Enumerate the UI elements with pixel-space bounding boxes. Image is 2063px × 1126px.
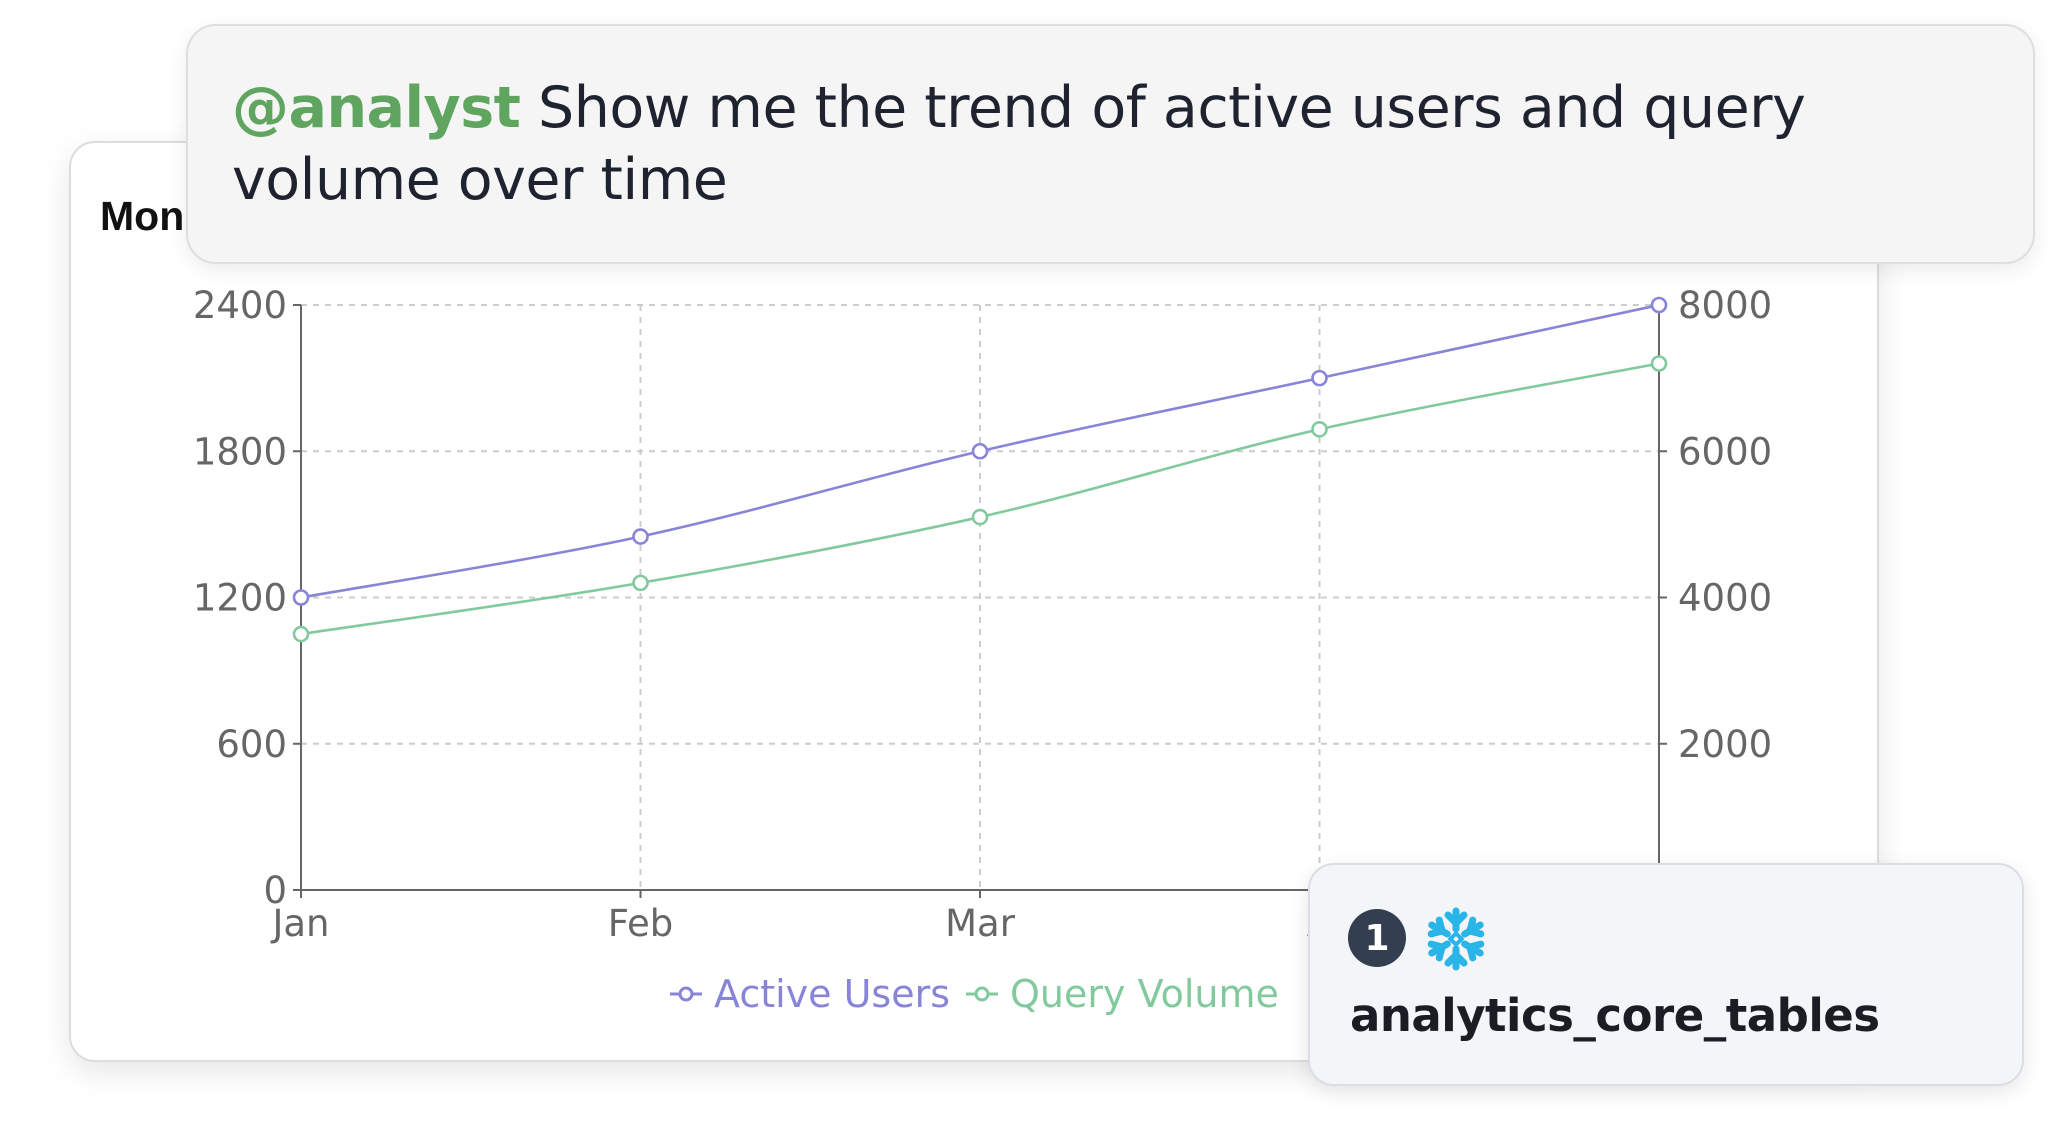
y-left-tick-label: 2400: [193, 284, 287, 327]
data-point: [1650, 355, 1668, 372]
x-tick-label: Feb: [608, 902, 674, 945]
mention-tag[interactable]: @analyst: [232, 75, 521, 141]
source-name: analytics_core_tables: [1350, 989, 1880, 1042]
prompt-bubble: @analyst Show me the trend of active use…: [186, 24, 2035, 264]
legend-item: Active Users: [714, 972, 950, 1016]
legend-marker-icon: [974, 986, 990, 1002]
data-point: [292, 589, 310, 606]
data-point: [971, 508, 989, 526]
data-point: [632, 574, 649, 592]
y-right-tick-label: 8000: [1678, 284, 1772, 327]
prompt-text: Show me the trend of active users and qu…: [232, 75, 1806, 213]
y-left-tick-label: 1800: [193, 430, 287, 473]
snowflake-icon: [1424, 907, 1488, 971]
data-point: [292, 625, 310, 643]
data-point: [1311, 369, 1328, 387]
source-index-badge: 1: [1348, 909, 1406, 967]
data-point: [1650, 296, 1668, 314]
data-point: [971, 442, 989, 460]
chart-title: Mon: [100, 193, 185, 239]
legend-item: Query Volume: [1010, 972, 1279, 1016]
legend-marker-icon: [678, 986, 694, 1002]
x-tick-label: Mar: [945, 902, 1016, 945]
y-right-tick-label: 6000: [1678, 430, 1772, 473]
source-card[interactable]: 1 analytics_core_tables: [1308, 863, 2024, 1086]
data-point: [1311, 421, 1328, 438]
y-left-tick-label: 600: [216, 723, 287, 766]
y-right-tick-label: 2000: [1678, 723, 1772, 766]
x-tick-label: Jan: [270, 902, 329, 945]
y-right-tick-label: 4000: [1678, 577, 1772, 620]
y-left-tick-label: 0: [263, 869, 287, 912]
y-left-tick-label: 1200: [193, 577, 287, 620]
data-point: [632, 528, 649, 545]
